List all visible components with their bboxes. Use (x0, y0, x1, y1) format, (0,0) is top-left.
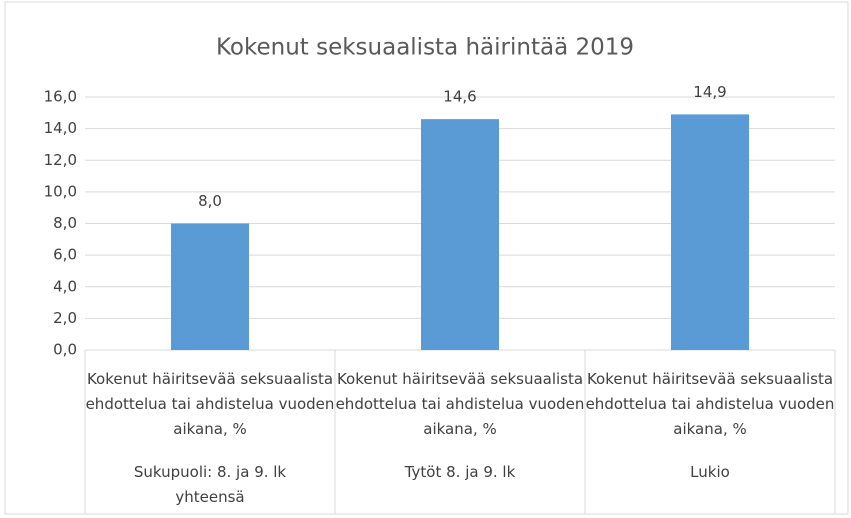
bar (171, 223, 249, 350)
y-tick-label: 10,0 (44, 182, 77, 200)
y-tick-label: 0,0 (53, 341, 77, 359)
y-tick-label: 4,0 (53, 277, 77, 295)
x-tick-label: Kokenut häiritsevää seksuaalista ehdotte… (585, 370, 835, 438)
bar (671, 114, 749, 350)
group-label: Tytöt 8. ja 9. lk (404, 463, 516, 481)
y-tick-label: 12,0 (44, 151, 77, 169)
bar (421, 119, 499, 350)
data-label: 8,0 (198, 192, 222, 210)
y-tick-label: 8,0 (53, 214, 77, 232)
group-label: Lukio (690, 463, 730, 481)
y-tick-label: 6,0 (53, 246, 77, 264)
data-label: 14,9 (693, 83, 726, 101)
group-label: Sukupuoli: 8. ja 9. lk yhteensä (133, 463, 287, 506)
y-tick-label: 16,0 (44, 88, 77, 106)
y-tick-label: 14,0 (44, 119, 77, 137)
data-label: 14,6 (443, 88, 476, 106)
x-tick-label: Kokenut häiritsevää seksuaalista ehdotte… (335, 370, 585, 438)
x-tick-label: Kokenut häiritsevää seksuaalista ehdotte… (85, 370, 335, 438)
y-tick-label: 2,0 (53, 309, 77, 327)
chart-title: Kokenut seksuaalista häirintää 2019 (216, 35, 634, 61)
